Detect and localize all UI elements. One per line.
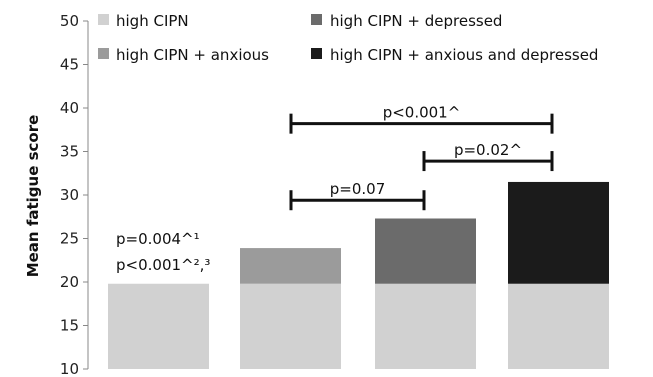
y-tick-label: 40: [60, 99, 79, 117]
legend-swatch-high-cipn: [98, 14, 109, 25]
y-tick-label: 45: [60, 56, 79, 74]
y-tick-label: 50: [60, 12, 79, 30]
legend-label-high-cipn-depressed: high CIPN + depressed: [330, 12, 502, 30]
y-tick-label: 15: [60, 317, 79, 335]
bracket-label-1: p=0.02^: [454, 141, 522, 159]
bracket-label-2: p=0.07: [330, 180, 386, 198]
legend-label-high-cipn-anxious: high CIPN + anxious: [116, 46, 269, 64]
legend-swatch-high-cipn-depressed: [311, 14, 322, 25]
legend-swatch-high-cipn-anxious: [98, 48, 109, 59]
bar-base-0: [108, 283, 209, 369]
legend-label-high-cipn: high CIPN: [116, 12, 189, 30]
bar-increment-2: [375, 218, 476, 284]
bar-increment-1: [240, 248, 341, 284]
legend-swatch-high-cipn-anxious-depressed: [311, 48, 322, 59]
y-tick-label: 10: [60, 360, 79, 377]
legend: high CIPN high CIPN + depressed high CIP…: [98, 12, 598, 64]
y-tick-label: 20: [60, 273, 79, 291]
bar-base-1: [240, 283, 341, 369]
legend-label-high-cipn-anxious-depressed: high CIPN + anxious and depressed: [330, 46, 598, 64]
y-axis-label: Mean fatigue score: [24, 115, 42, 278]
bracket-label-0: p<0.001^: [383, 104, 461, 122]
y-tick-label: 25: [60, 230, 79, 248]
y-tick-label: 30: [60, 186, 79, 204]
y-ticks: 10 15 20 25 30 35 40 45 50: [60, 12, 88, 377]
annotation-p-value-2: p<0.001^²,³: [116, 256, 210, 274]
comparison-brackets: p<0.001^ p=0.02^ p=0.07: [289, 104, 554, 211]
bar-increment-3: [508, 181, 609, 284]
y-tick-label: 35: [60, 143, 79, 161]
bar-base-2: [375, 283, 476, 369]
bars-group: [108, 181, 609, 369]
bar-base-3: [508, 283, 609, 369]
annotation-p-value-1: p=0.004^¹: [116, 230, 200, 248]
